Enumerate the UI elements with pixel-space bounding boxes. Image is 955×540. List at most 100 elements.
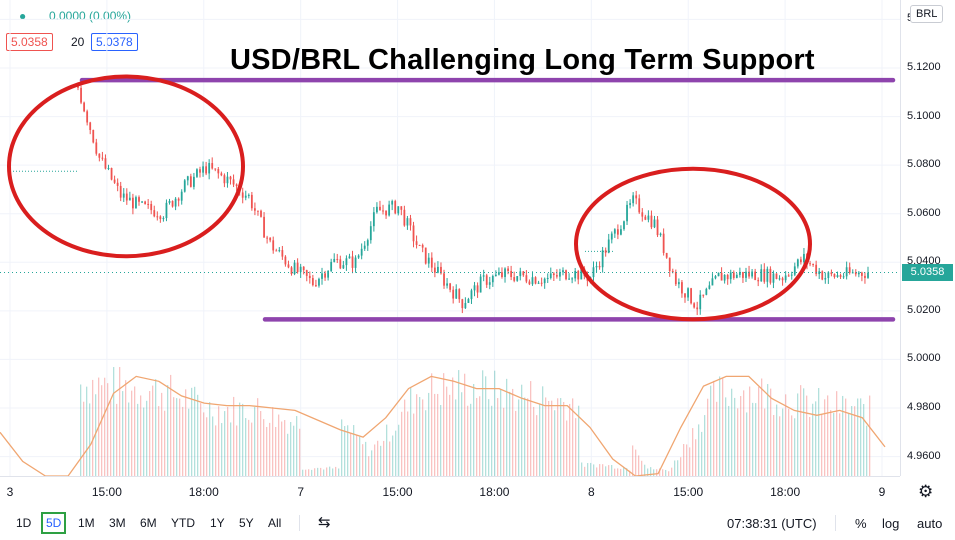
candle-body bbox=[742, 271, 744, 278]
volume-bar bbox=[665, 469, 667, 476]
volume-bar bbox=[368, 456, 370, 476]
candle-body bbox=[729, 272, 732, 280]
range-1m-button[interactable]: 1M bbox=[78, 516, 95, 530]
candle-body bbox=[525, 275, 528, 282]
candle-body bbox=[119, 185, 122, 198]
candle-body bbox=[827, 272, 830, 279]
auto-scale-button[interactable]: auto bbox=[917, 516, 943, 531]
candle-body bbox=[491, 276, 494, 283]
candle-body bbox=[574, 271, 577, 279]
volume-bar bbox=[644, 464, 646, 476]
volume-bar bbox=[629, 470, 631, 476]
volume-bar bbox=[749, 386, 751, 476]
volume-bar bbox=[512, 388, 514, 476]
volume-bar bbox=[521, 384, 523, 476]
settings-gear-icon[interactable]: ⚙ bbox=[918, 482, 934, 501]
volume-bar bbox=[362, 444, 364, 476]
volume-bar bbox=[758, 386, 760, 476]
range-3m-button[interactable]: 3M bbox=[109, 516, 126, 530]
range-ytd-button[interactable]: YTD bbox=[171, 516, 195, 530]
volume-bar bbox=[404, 399, 406, 476]
volume-bar bbox=[86, 386, 88, 476]
volume-bar bbox=[380, 445, 382, 476]
candle-body bbox=[519, 271, 522, 277]
time-scale[interactable]: 3 15:00 18:00 7 15:00 18:00 8 15:00 18:00 9 bbox=[0, 476, 900, 507]
percent-scale-button[interactable]: % bbox=[855, 516, 867, 531]
candle-body bbox=[848, 267, 851, 273]
toolbar-divider bbox=[835, 515, 836, 531]
range-5y-button[interactable]: 5Y bbox=[239, 516, 254, 530]
candle-body bbox=[671, 270, 674, 273]
candle-body bbox=[498, 272, 500, 275]
volume-bar bbox=[704, 415, 706, 476]
log-scale-button[interactable]: log bbox=[882, 516, 900, 531]
range-all-button[interactable]: All bbox=[268, 516, 282, 530]
goto-date-icon[interactable]: ⇆ bbox=[318, 514, 331, 531]
candle-body bbox=[321, 273, 323, 279]
volume-bar bbox=[245, 418, 247, 476]
volume-bar bbox=[803, 388, 805, 476]
range-1d-button[interactable]: 1D bbox=[16, 516, 32, 530]
utc-clock[interactable]: 07:38:31 (UTC) bbox=[727, 516, 817, 531]
volume-bar bbox=[617, 468, 619, 476]
candle-body bbox=[446, 283, 448, 286]
candle-body bbox=[839, 275, 842, 277]
volume-bar bbox=[413, 413, 415, 476]
volume-bar bbox=[761, 378, 763, 476]
candle-body bbox=[821, 271, 824, 280]
ask-price-button[interactable]: 5.0378 bbox=[91, 33, 138, 51]
volume-bar bbox=[212, 416, 214, 476]
range-5d-button[interactable]: 5D bbox=[41, 512, 67, 534]
volume-bar bbox=[296, 416, 298, 476]
time-tick-label: 15:00 bbox=[382, 485, 413, 499]
volume-bar bbox=[299, 428, 301, 476]
candle-body bbox=[83, 102, 86, 112]
volume-bar bbox=[590, 462, 592, 476]
candle-body bbox=[403, 209, 406, 226]
volume-bar bbox=[143, 407, 145, 476]
candle-body bbox=[357, 255, 360, 258]
volume-bar bbox=[770, 388, 772, 476]
range-6m-button[interactable]: 6M bbox=[140, 516, 157, 530]
volume-bar bbox=[161, 392, 163, 476]
currency-button[interactable]: BRL bbox=[910, 5, 944, 23]
volume-bar bbox=[650, 467, 652, 476]
bid-price-button[interactable]: 5.0358 bbox=[6, 33, 53, 51]
volume-bar bbox=[578, 405, 580, 476]
candle-body bbox=[632, 195, 635, 204]
candle-body bbox=[86, 111, 89, 123]
volume-bar bbox=[104, 377, 106, 476]
volume-bar bbox=[398, 424, 400, 476]
volume-bar bbox=[725, 397, 727, 476]
volume-bar bbox=[350, 432, 352, 476]
price-scale[interactable]: 5.14005.12005.10005.08005.06005.04005.02… bbox=[900, 0, 955, 476]
candle-body bbox=[549, 273, 552, 278]
candle-body bbox=[473, 285, 476, 291]
candle-body bbox=[812, 263, 814, 265]
volume-bar bbox=[530, 381, 532, 476]
candle-body bbox=[857, 272, 860, 275]
candle-body bbox=[845, 267, 848, 277]
chart-plot-area[interactable] bbox=[0, 0, 900, 476]
spread-readout: 20 bbox=[71, 35, 85, 49]
candle-body bbox=[205, 166, 208, 174]
volume-bar bbox=[260, 411, 262, 476]
volume-bar bbox=[344, 426, 346, 476]
price-tick-label: 4.9600 bbox=[907, 449, 941, 462]
volume-bar bbox=[575, 418, 577, 476]
candle-body bbox=[147, 203, 150, 205]
candle-body bbox=[485, 275, 488, 285]
candle-body bbox=[363, 245, 366, 249]
volume-bar bbox=[140, 395, 142, 476]
volume-bar bbox=[230, 422, 232, 476]
volume-bar bbox=[89, 403, 91, 476]
volume-bar bbox=[167, 385, 169, 476]
volume-bar bbox=[128, 402, 130, 476]
candle-body bbox=[98, 153, 101, 158]
volume-bar bbox=[794, 418, 796, 476]
range-1y-button[interactable]: 1Y bbox=[210, 516, 225, 530]
volume-bar bbox=[866, 425, 868, 476]
candle-body bbox=[379, 206, 381, 211]
price-tick-label: 5.0800 bbox=[907, 158, 941, 171]
volume-bar bbox=[506, 378, 508, 476]
